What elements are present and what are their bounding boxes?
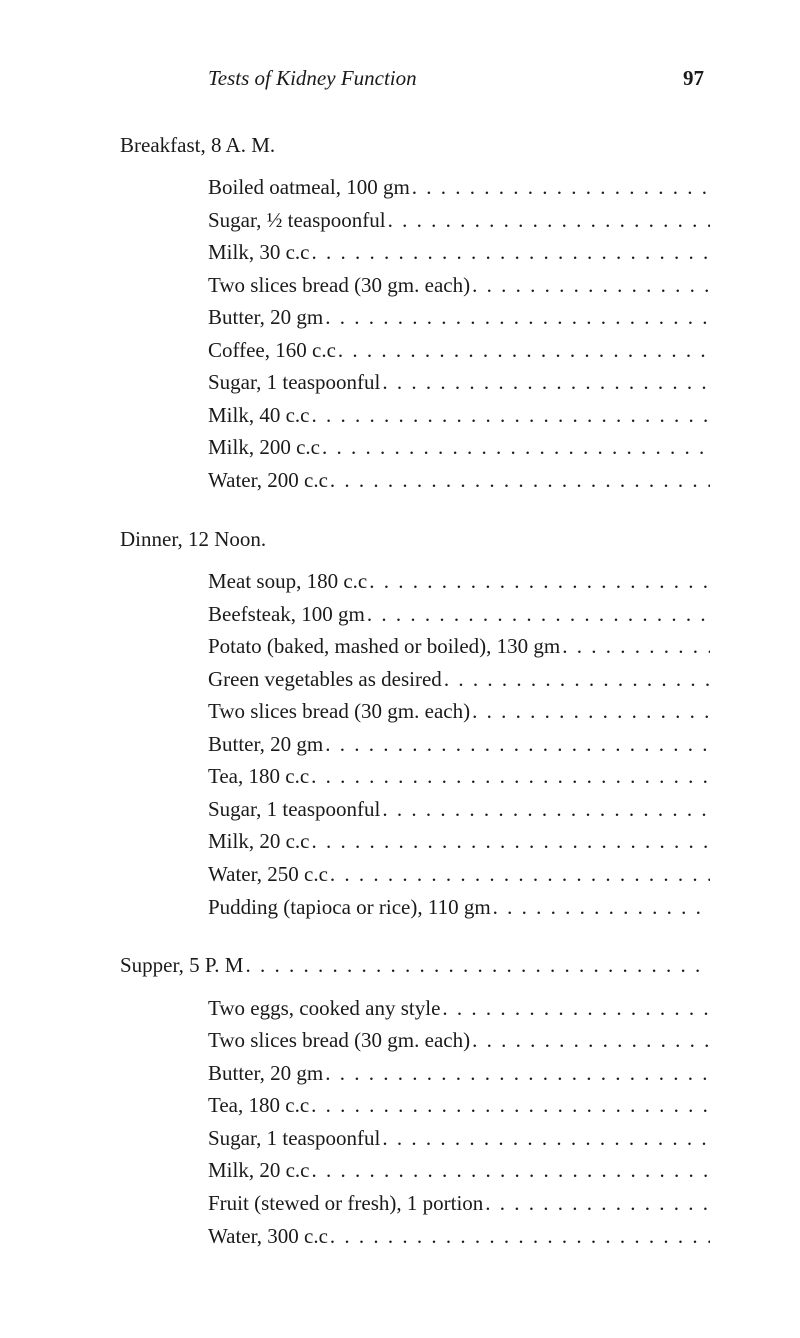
leader-dots: . . . . . . . . . . . . . . . . . . . . … — [309, 1154, 710, 1187]
list-item: Boiled oatmeal, 100 gm. . . . . . . . . … — [208, 171, 710, 204]
list-item: Green vegetables as desired. . . . . . .… — [208, 663, 710, 696]
leader-dots: . . . . . . . . . . . . . . . . . . . . … — [483, 1187, 710, 1220]
list-item: Milk, 40 c.c. . . . . . . . . . . . . . … — [208, 399, 710, 432]
list-item: Tea, 180 c.c. . . . . . . . . . . . . . … — [208, 1089, 710, 1122]
leader-dots: . . . . . . . . . . . . . . . . . . . . … — [560, 630, 710, 663]
breakfast-items: Boiled oatmeal, 100 gm. . . . . . . . . … — [208, 171, 710, 496]
leader-dots: . . . . . . . . . . . . . . . . . . . . … — [386, 204, 710, 237]
leader-dots: . . . . . . . . . . . . . . . . . . . . … — [243, 949, 710, 982]
supper-heading: Supper, 5 P. M — [120, 949, 243, 982]
item-label: Milk, 40 c.c — [208, 399, 309, 432]
list-item: Water, 250 c.c. . . . . . . . . . . . . … — [208, 858, 710, 891]
leader-dots: . . . . . . . . . . . . . . . . . . . . … — [410, 171, 710, 204]
page-number: 97 — [683, 62, 704, 95]
list-item: Water, 300 c.c. . . . . . . . . . . . . … — [208, 1220, 710, 1253]
leader-dots: . . . . . . . . . . . . . . . . . . . . … — [309, 760, 710, 793]
item-label: Beefsteak, 100 gm — [208, 598, 365, 631]
item-label: Fruit (stewed or fresh), 1 portion — [208, 1187, 483, 1220]
leader-dots: . . . . . . . . . . . . . . . . . . . . … — [470, 1024, 710, 1057]
item-label: Butter, 20 gm — [208, 1057, 323, 1090]
leader-dots: . . . . . . . . . . . . . . . . . . . . … — [323, 1057, 710, 1090]
item-label: Butter, 20 gm — [208, 301, 323, 334]
list-item: Sugar, ½ teaspoonful. . . . . . . . . . … — [208, 204, 710, 237]
list-item: Milk, 30 c.c. . . . . . . . . . . . . . … — [208, 236, 710, 269]
list-item: Two slices bread (30 gm. each). . . . . … — [208, 269, 710, 302]
list-item: Butter, 20 gm. . . . . . . . . . . . . .… — [208, 728, 710, 761]
list-item: Milk, 20 c.c. . . . . . . . . . . . . . … — [208, 1154, 710, 1187]
item-label: Tea, 180 c.c — [208, 760, 309, 793]
header-title: Tests of Kidney Function — [208, 62, 417, 95]
item-label: Pudding (tapioca or rice), 110 gm — [208, 891, 491, 924]
item-label: Coffee, 160 c.c — [208, 334, 336, 367]
list-item: Milk, 20 c.c. . . . . . . . . . . . . . … — [208, 825, 710, 858]
item-label: Water, 200 c.c — [208, 464, 328, 497]
list-item: Milk, 200 c.c. . . . . . . . . . . . . .… — [208, 431, 710, 464]
leader-dots: . . . . . . . . . . . . . . . . . . . . … — [470, 269, 710, 302]
item-label: Water, 300 c.c — [208, 1220, 328, 1253]
leader-dots: . . . . . . . . . . . . . . . . . . . . … — [309, 399, 710, 432]
item-label: Sugar, ½ teaspoonful — [208, 204, 386, 237]
item-label: Tea, 180 c.c — [208, 1089, 309, 1122]
item-label: Milk, 30 c.c — [208, 236, 309, 269]
list-item: Sugar, 1 teaspoonful. . . . . . . . . . … — [208, 793, 710, 826]
leader-dots: . . . . . . . . . . . . . . . . . . . . … — [365, 598, 710, 631]
leader-dots: . . . . . . . . . . . . . . . . . . . . … — [380, 793, 710, 826]
leader-dots: . . . . . . . . . . . . . . . . . . . . … — [323, 728, 710, 761]
item-label: Butter, 20 gm — [208, 728, 323, 761]
item-label: Sugar, 1 teaspoonful — [208, 366, 380, 399]
list-item: Butter, 20 gm. . . . . . . . . . . . . .… — [208, 301, 710, 334]
list-item: Coffee, 160 c.c. . . . . . . . . . . . .… — [208, 334, 710, 367]
item-label: Potato (baked, mashed or boiled), 130 gm — [208, 630, 560, 663]
leader-dots: . . . . . . . . . . . . . . . . . . . . … — [328, 858, 710, 891]
running-header: Tests of Kidney Function 97 — [120, 62, 710, 95]
list-item: Potato (baked, mashed or boiled), 130 gm… — [208, 630, 710, 663]
leader-dots: . . . . . . . . . . . . . . . . . . . . … — [320, 431, 710, 464]
breakfast-heading: Breakfast, 8 A. M. — [120, 129, 710, 162]
leader-dots: . . . . . . . . . . . . . . . . . . . . … — [491, 891, 710, 924]
leader-dots: . . . . . . . . . . . . . . . . . . . . … — [380, 366, 710, 399]
list-item: Sugar, 1 teaspoonful. . . . . . . . . . … — [208, 366, 710, 399]
list-item: Tea, 180 c.c. . . . . . . . . . . . . . … — [208, 760, 710, 793]
list-item: Two slices bread (30 gm. each). . . . . … — [208, 695, 710, 728]
supper-items: Two eggs, cooked any style. . . . . . . … — [208, 992, 710, 1252]
leader-dots: . . . . . . . . . . . . . . . . . . . . … — [442, 663, 710, 696]
list-item: Beefsteak, 100 gm. . . . . . . . . . . .… — [208, 598, 710, 631]
list-item: Two slices bread (30 gm. each). . . . . … — [208, 1024, 710, 1057]
list-item: Pudding (tapioca or rice), 110 gm. . . .… — [208, 891, 710, 924]
leader-dots: . . . . . . . . . . . . . . . . . . . . … — [309, 825, 710, 858]
leader-dots: . . . . . . . . . . . . . . . . . . . . … — [367, 565, 710, 598]
item-label: Water, 250 c.c — [208, 858, 328, 891]
leader-dots: . . . . . . . . . . . . . . . . . . . . … — [309, 1089, 710, 1122]
list-item: Water, 200 c.c. . . . . . . . . . . . . … — [208, 464, 710, 497]
item-label: Sugar, 1 teaspoonful — [208, 1122, 380, 1155]
list-item: Sugar, 1 teaspoonful. . . . . . . . . . … — [208, 1122, 710, 1155]
list-item: Two eggs, cooked any style. . . . . . . … — [208, 992, 710, 1025]
dinner-items: Meat soup, 180 c.c. . . . . . . . . . . … — [208, 565, 710, 923]
item-label: Two slices bread (30 gm. each) — [208, 695, 470, 728]
leader-dots: . . . . . . . . . . . . . . . . . . . . … — [309, 236, 710, 269]
item-label: Milk, 20 c.c — [208, 825, 309, 858]
list-item: Meat soup, 180 c.c. . . . . . . . . . . … — [208, 565, 710, 598]
leader-dots: . . . . . . . . . . . . . . . . . . . . … — [328, 464, 710, 497]
item-label: Two slices bread (30 gm. each) — [208, 269, 470, 302]
list-item: Fruit (stewed or fresh), 1 portion. . . … — [208, 1187, 710, 1220]
leader-dots: . . . . . . . . . . . . . . . . . . . . … — [328, 1220, 710, 1253]
item-label: Milk, 20 c.c — [208, 1154, 309, 1187]
leader-dots: . . . . . . . . . . . . . . . . . . . . … — [380, 1122, 710, 1155]
item-label: Sugar, 1 teaspoonful — [208, 793, 380, 826]
leader-dots: . . . . . . . . . . . . . . . . . . . . … — [470, 695, 710, 728]
leader-dots: . . . . . . . . . . . . . . . . . . . . … — [323, 301, 710, 334]
item-label: Two eggs, cooked any style — [208, 992, 440, 1025]
supper-heading-row: Supper, 5 P. M . . . . . . . . . . . . .… — [120, 949, 710, 982]
dinner-heading: Dinner, 12 Noon. — [120, 523, 710, 556]
leader-dots: . . . . . . . . . . . . . . . . . . . . … — [336, 334, 710, 367]
item-label: Green vegetables as desired — [208, 663, 442, 696]
item-label: Boiled oatmeal, 100 gm — [208, 171, 410, 204]
item-label: Two slices bread (30 gm. each) — [208, 1024, 470, 1057]
list-item: Butter, 20 gm. . . . . . . . . . . . . .… — [208, 1057, 710, 1090]
item-label: Milk, 200 c.c — [208, 431, 320, 464]
item-label: Meat soup, 180 c.c — [208, 565, 367, 598]
leader-dots: . . . . . . . . . . . . . . . . . . . . … — [440, 992, 710, 1025]
